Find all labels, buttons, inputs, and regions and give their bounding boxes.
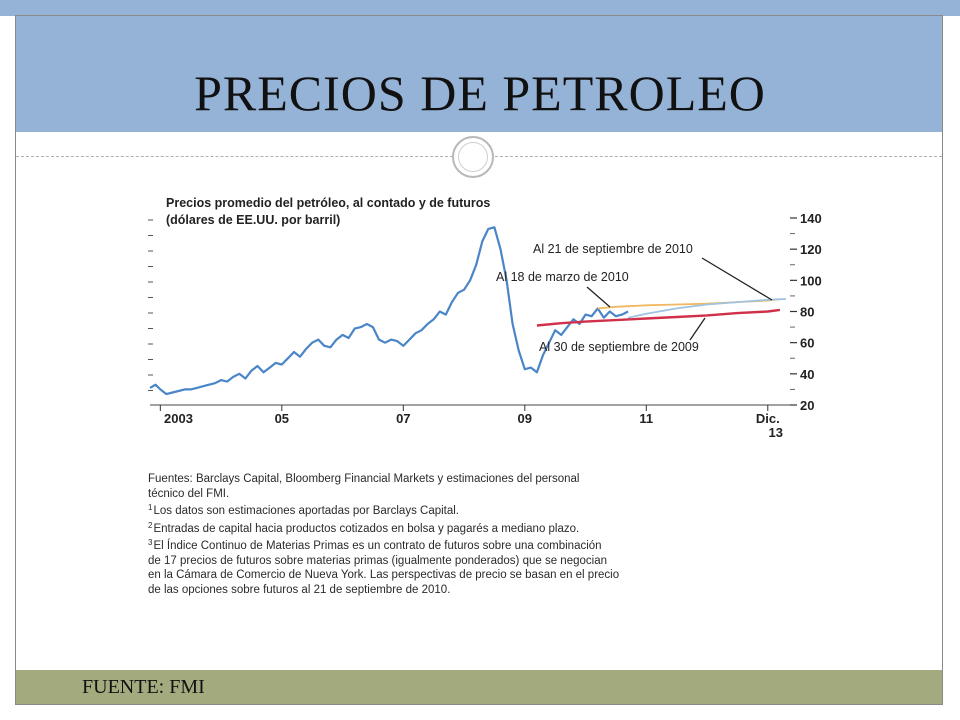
left-axis-ticks [148,219,153,391]
note-line: de 17 precios de futuros sobre materias … [148,554,607,567]
x-tick-label: 2003 [164,411,193,426]
annotation-label: Al 30 de septiembre de 2009 [539,340,699,354]
top-strip [0,0,960,16]
chart-subtitle: (dólares de EE.UU. por barril) [166,213,340,227]
series-layer [149,226,787,396]
y-tick-label: 80 [800,305,814,320]
y-tick-label: 120 [800,242,822,257]
y-tick-label: 20 [800,398,814,413]
title-band [16,16,942,132]
x-tick-label-2: 13 [769,425,783,440]
annotation-leader [689,317,706,341]
y-tick-label: 60 [800,336,814,351]
note-line: 1Los datos son estimaciones aportadas po… [148,503,460,517]
annotation-layer: Al 21 de septiembre de 2010 Al 18 de marz… [496,242,773,354]
series-line-spot [149,226,629,396]
annotation-leader [586,286,611,308]
note-line: de las opciones sobre futuros al 21 de s… [148,583,451,596]
footer-source: FUENTE: FMI [82,676,205,698]
x-tick-label: 07 [396,411,410,426]
x-tick-label: 11 [639,411,653,426]
series-line-sep2010 [627,298,787,319]
note-line: 2Entradas de capital hacia productos cot… [148,520,580,535]
y-tick-label: 100 [800,273,822,288]
annotation-label: Al 18 de marzo de 2010 [496,270,629,284]
note-line: en la Cámara de Comercio de Nueva York. … [148,569,620,581]
annotation-leader [701,257,773,301]
slide-number-badge [452,136,494,178]
footer-band [16,670,942,704]
series-line-sep2009 [536,308,781,327]
annotation-label: Al 21 de septiembre de 2010 [533,242,693,256]
x-tick-label: 05 [275,411,289,426]
chart-title: Precios promedio del petróleo, al contad… [166,196,490,210]
y-tick-label: 40 [800,367,814,382]
chart-notes: Fuentes: Barclays Capital, Bloomberg Fin… [148,472,828,597]
x-tick-label: Dic. [756,411,780,426]
y-tick-label: 140 [800,211,822,226]
x-axis: 2003 05 07 09 11 Dic.13 [159,405,783,440]
badge-ring [458,142,488,172]
slide-title: PRECIOS DE PETROLEO [194,65,766,121]
note-line: Fuentes: Barclays Capital, Bloomberg Fin… [148,473,580,485]
note-line: 3El Índice Continuo de Materias Primas e… [148,538,602,552]
x-tick-label: 09 [518,411,532,426]
right-y-axis: 20 40 60 80 100 120 140 [790,211,822,413]
note-line: técnico del FMI. [148,487,230,500]
